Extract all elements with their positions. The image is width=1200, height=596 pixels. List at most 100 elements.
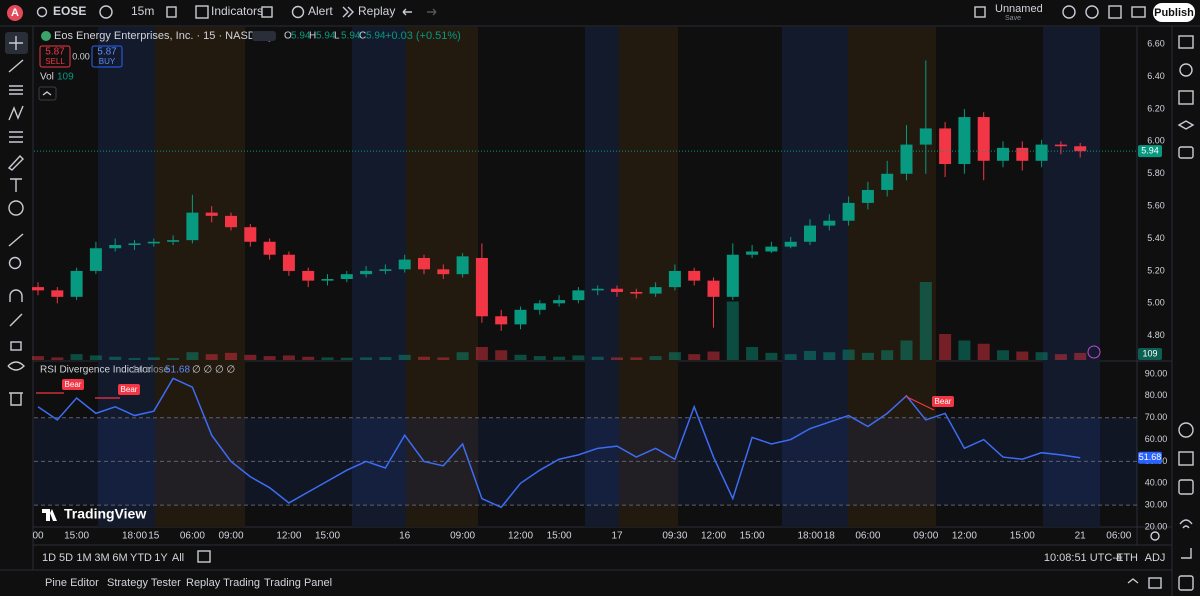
target-icon[interactable]: [1178, 422, 1194, 438]
apps-icon[interactable]: [1178, 479, 1194, 495]
candle-body: [533, 303, 546, 310]
layout-icon[interactable]: [974, 6, 986, 18]
avatar-letter: A: [11, 7, 19, 19]
time-label: 17: [611, 531, 623, 542]
go-to-date-icon[interactable]: [197, 550, 211, 563]
alert-marker[interactable]: [1087, 345, 1101, 359]
session-backgrounds: [98, 27, 1100, 527]
sell-button[interactable]: [39, 45, 71, 68]
chart-style-icon[interactable]: [166, 6, 177, 18]
volume-bar: [302, 356, 315, 360]
avatar[interactable]: [7, 5, 23, 21]
session-band: [98, 27, 155, 527]
buy-button[interactable]: [91, 45, 123, 68]
brush-tool[interactable]: [7, 154, 24, 171]
candle-body: [51, 290, 64, 297]
calendar-icon[interactable]: [1178, 451, 1194, 466]
buy-price: 5.87: [97, 47, 117, 58]
range-button[interactable]: 1M: [76, 552, 91, 564]
emoji-tool[interactable]: [8, 200, 24, 216]
volume-bar: [147, 357, 160, 360]
range-button[interactable]: YTD: [130, 552, 152, 564]
ohlc-value: 5.94: [366, 31, 386, 42]
expand-panel[interactable]: [1127, 578, 1139, 584]
quick-search-icon[interactable]: [1062, 5, 1076, 19]
zoom-tool[interactable]: [8, 256, 22, 270]
collapse-arrow: [42, 91, 52, 96]
panel-tab[interactable]: Pine Editor: [45, 577, 99, 589]
collapse-legend[interactable]: [38, 86, 57, 101]
fullscreen-icon[interactable]: [1108, 5, 1122, 19]
layout-name[interactable]: Unnamed: [995, 3, 1043, 15]
replay-button[interactable]: Replay: [358, 4, 395, 18]
rsi-band: [34, 417, 1137, 506]
ohlc-value: 5.94: [341, 31, 361, 42]
trash-tool[interactable]: [9, 392, 23, 406]
undo-icon[interactable]: [402, 8, 412, 16]
watchlist-icon[interactable]: [1178, 35, 1194, 49]
time-label: 12:00: [276, 531, 301, 542]
visibility-tool[interactable]: [7, 361, 25, 371]
candle-body: [263, 241, 276, 255]
trend-line-tool[interactable]: [8, 59, 24, 73]
y-tick-label: 6.20: [1147, 103, 1165, 113]
panel-tab[interactable]: Trading Panel: [264, 577, 332, 589]
interval[interactable]: 15m: [131, 4, 154, 18]
signal-icon[interactable]: [1179, 519, 1193, 529]
account-icon[interactable]: [1178, 575, 1194, 591]
forecast-tool[interactable]: [9, 131, 23, 143]
help-icon[interactable]: [1181, 548, 1192, 559]
range-button[interactable]: 6M: [112, 552, 127, 564]
adjust[interactable]: ADJ: [1145, 552, 1166, 564]
settings-icon[interactable]: [1085, 5, 1099, 19]
snapshot-icon[interactable]: [1131, 6, 1146, 18]
y-tick-label: 90.00: [1145, 368, 1168, 378]
time-label: 18: [824, 531, 836, 542]
time-label: 06:00: [180, 531, 205, 542]
range-button[interactable]: 3M: [94, 552, 109, 564]
panel-tab[interactable]: Replay Trading: [186, 577, 260, 589]
alert-button[interactable]: Alert: [308, 4, 333, 18]
session-band: [406, 27, 478, 527]
sell-price: 5.87: [45, 47, 65, 58]
maximize-panel[interactable]: [1148, 577, 1162, 589]
session[interactable]: ETH: [1116, 552, 1138, 564]
redo-icon[interactable]: [427, 8, 437, 16]
publish-button[interactable]: [1153, 3, 1195, 22]
fib-tool[interactable]: [9, 85, 23, 95]
magnet-tool[interactable]: [9, 289, 23, 302]
add-symbol-icon[interactable]: [99, 5, 113, 19]
indicators-button[interactable]: Indicators: [211, 4, 263, 18]
candle-body: [32, 287, 44, 291]
draw-mode-tool[interactable]: [9, 313, 23, 327]
axis-settings-icon[interactable]: [1150, 531, 1160, 541]
candle-body: [881, 173, 894, 190]
y-tick-label: 6.60: [1147, 39, 1165, 49]
watermark: TradingView: [42, 506, 146, 522]
save-label[interactable]: Save: [1005, 15, 1021, 22]
search-icon: [36, 6, 48, 18]
ruler-tool[interactable]: [8, 233, 24, 247]
templates-icon[interactable]: [261, 6, 273, 18]
panel-tab[interactable]: Strategy Tester: [107, 577, 181, 589]
range-button[interactable]: 1Y: [154, 552, 168, 564]
time-label: 15: [148, 531, 160, 542]
replay-icon: [342, 6, 354, 18]
layers-icon[interactable]: [1177, 120, 1195, 130]
range-button[interactable]: 5D: [59, 552, 73, 564]
volume-bar: [244, 354, 257, 360]
volume-bar: [1054, 354, 1067, 360]
volume-bar: [668, 352, 681, 360]
chat-icon[interactable]: [1178, 146, 1194, 159]
text-tool[interactable]: [10, 178, 22, 192]
symbol[interactable]: EOSE: [53, 4, 86, 18]
alerts-icon[interactable]: [1179, 63, 1193, 77]
volume-bar: [340, 357, 353, 360]
volume-bar: [765, 352, 778, 360]
range-button[interactable]: 1D: [42, 552, 56, 564]
pattern-tool[interactable]: [8, 105, 24, 121]
range-button[interactable]: All: [172, 552, 184, 564]
lock-tool[interactable]: [10, 341, 22, 351]
news-icon[interactable]: [1178, 90, 1194, 105]
crosshair-tool[interactable]: [9, 36, 23, 50]
